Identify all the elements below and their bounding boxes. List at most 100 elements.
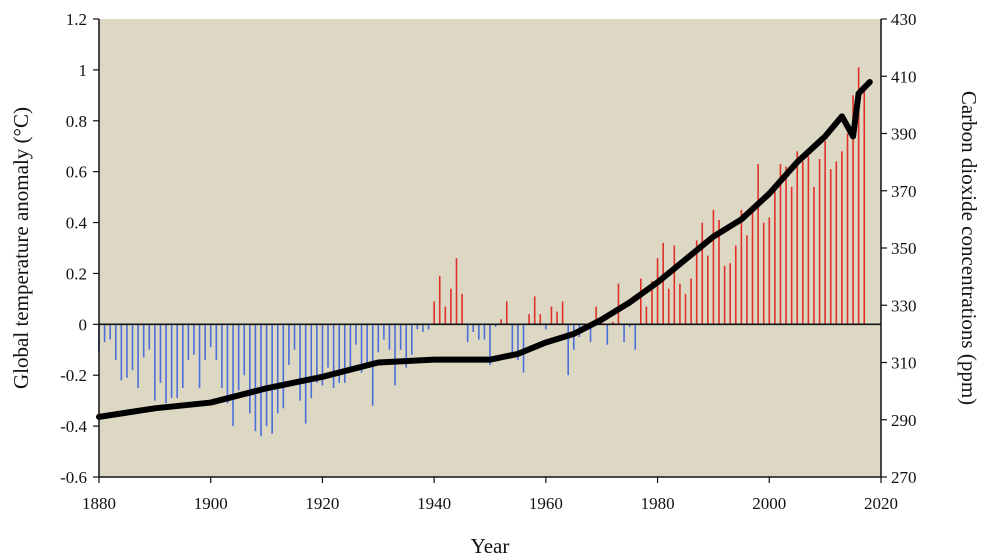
anomaly-bar-1976 bbox=[634, 324, 637, 350]
x-tick-label: 1960 bbox=[529, 494, 563, 513]
anomaly-bar-1979 bbox=[651, 281, 653, 325]
y-tick-label: 0.4 bbox=[66, 214, 88, 233]
anomaly-bar-1918 bbox=[310, 324, 313, 399]
y-tick-label: 1.2 bbox=[66, 10, 87, 29]
anomaly-bar-1907 bbox=[249, 324, 251, 414]
anomaly-bar-2010 bbox=[824, 141, 826, 325]
anomaly-bar-1939 bbox=[427, 324, 430, 330]
anomaly-bar-1971 bbox=[606, 324, 609, 345]
anomaly-bar-1954 bbox=[511, 324, 514, 355]
anomaly-bar-1890 bbox=[154, 324, 156, 401]
anomaly-bar-1912 bbox=[276, 324, 279, 414]
anomaly-bar-1948 bbox=[478, 324, 480, 340]
anomaly-bar-1951 bbox=[494, 324, 497, 327]
anomaly-bar-1988 bbox=[701, 222, 704, 325]
y2-tick-label: 410 bbox=[891, 67, 917, 86]
anomaly-bar-1934 bbox=[399, 324, 402, 350]
y2-tick-label: 390 bbox=[891, 125, 917, 144]
anomaly-bar-2004 bbox=[790, 186, 793, 325]
anomaly-bar-1897 bbox=[193, 324, 195, 355]
anomaly-bar-1994 bbox=[734, 245, 737, 325]
x-tick-label: 1920 bbox=[305, 494, 339, 513]
y2-tick-label: 290 bbox=[891, 411, 917, 430]
y-tick-label: 1 bbox=[79, 61, 88, 80]
anomaly-bar-1990 bbox=[712, 209, 715, 325]
anomaly-bar-1980 bbox=[656, 258, 659, 325]
anomaly-bar-1940 bbox=[433, 301, 435, 325]
anomaly-bar-2000 bbox=[768, 217, 771, 325]
anomaly-bar-1957 bbox=[528, 314, 530, 325]
anomaly-bar-1997 bbox=[751, 207, 754, 325]
anomaly-bar-2003 bbox=[785, 166, 787, 325]
y-tick-label: -0.6 bbox=[60, 468, 87, 487]
anomaly-bar-1891 bbox=[159, 324, 162, 383]
anomaly-bar-1989 bbox=[707, 255, 709, 325]
anomaly-bar-1888 bbox=[142, 324, 145, 358]
anomaly-bar-1999 bbox=[762, 222, 765, 325]
anomaly-bar-1922 bbox=[332, 324, 335, 388]
anomaly-bar-1978 bbox=[645, 306, 648, 325]
anomaly-bar-1885 bbox=[126, 324, 128, 378]
y-tick-label: 0.6 bbox=[66, 163, 87, 182]
anomaly-bar-1949 bbox=[483, 324, 486, 340]
y2-tick-label: 310 bbox=[891, 354, 917, 373]
anomaly-bar-1962 bbox=[556, 311, 558, 325]
anomaly-bar-1901 bbox=[215, 324, 218, 360]
anomaly-bar-1886 bbox=[131, 324, 134, 371]
anomaly-bar-2017 bbox=[863, 90, 866, 325]
anomaly-bar-1984 bbox=[679, 283, 681, 325]
x-tick-label: 2000 bbox=[752, 494, 786, 513]
anomaly-bar-1987 bbox=[695, 240, 698, 325]
anomaly-bar-1927 bbox=[360, 324, 363, 373]
anomaly-bar-1935 bbox=[405, 324, 408, 368]
anomaly-bar-1903 bbox=[226, 324, 229, 404]
anomaly-bar-1909 bbox=[260, 324, 262, 437]
anomaly-bar-1893 bbox=[170, 324, 173, 399]
anomaly-bar-1961 bbox=[550, 306, 553, 325]
anomaly-bar-1968 bbox=[589, 324, 592, 343]
anomaly-bar-1908 bbox=[254, 324, 257, 432]
anomaly-bar-1977 bbox=[640, 278, 642, 325]
anomaly-bar-1986 bbox=[690, 278, 692, 325]
anomaly-bar-1983 bbox=[673, 245, 676, 325]
anomaly-bar-1974 bbox=[623, 324, 625, 343]
anomaly-bar-1964 bbox=[567, 324, 569, 376]
anomaly-bar-1985 bbox=[684, 293, 687, 325]
anomaly-bar-1941 bbox=[438, 275, 441, 325]
anomaly-bar-1959 bbox=[539, 314, 542, 325]
anomaly-bar-1931 bbox=[383, 324, 385, 340]
anomaly-bar-1936 bbox=[411, 324, 413, 355]
anomaly-bar-2006 bbox=[802, 161, 804, 325]
anomaly-bars bbox=[98, 67, 866, 437]
anomaly-bar-1993 bbox=[729, 263, 731, 325]
anomaly-bar-2012 bbox=[835, 161, 838, 325]
anomaly-bar-1899 bbox=[204, 324, 206, 360]
x-axis-title: Year bbox=[471, 534, 510, 558]
anomaly-bar-1923 bbox=[338, 324, 340, 383]
anomaly-bar-1898 bbox=[198, 324, 201, 388]
anomaly-bar-1960 bbox=[545, 324, 547, 330]
anomaly-bar-1895 bbox=[181, 324, 184, 388]
anomaly-bar-1910 bbox=[265, 324, 268, 427]
anomaly-bar-2005 bbox=[796, 151, 799, 325]
anomaly-bar-1916 bbox=[299, 324, 301, 401]
anomaly-bar-1973 bbox=[617, 283, 620, 325]
anomaly-bar-2014 bbox=[846, 133, 849, 325]
anomaly-bar-1917 bbox=[304, 324, 307, 424]
anomaly-bar-1950 bbox=[489, 324, 491, 366]
y2-tick-label: 330 bbox=[891, 296, 917, 315]
y-tick-label: 0 bbox=[79, 315, 88, 334]
anomaly-bar-1981 bbox=[662, 242, 664, 325]
y-tick-label: -0.4 bbox=[60, 417, 87, 436]
x-tick-label: 1940 bbox=[417, 494, 451, 513]
x-tick-label: 1880 bbox=[82, 494, 116, 513]
anomaly-bar-1914 bbox=[288, 324, 290, 366]
anomaly-bar-1925 bbox=[349, 324, 352, 373]
anomaly-bar-2016 bbox=[857, 67, 860, 325]
co2-line bbox=[96, 78, 873, 420]
anomaly-bar-1975 bbox=[628, 324, 631, 327]
anomaly-bar-1933 bbox=[394, 324, 396, 386]
anomaly-bar-2015 bbox=[852, 95, 854, 325]
y2-tick-label: 270 bbox=[891, 468, 917, 487]
y-tick-label: -0.2 bbox=[60, 366, 87, 385]
